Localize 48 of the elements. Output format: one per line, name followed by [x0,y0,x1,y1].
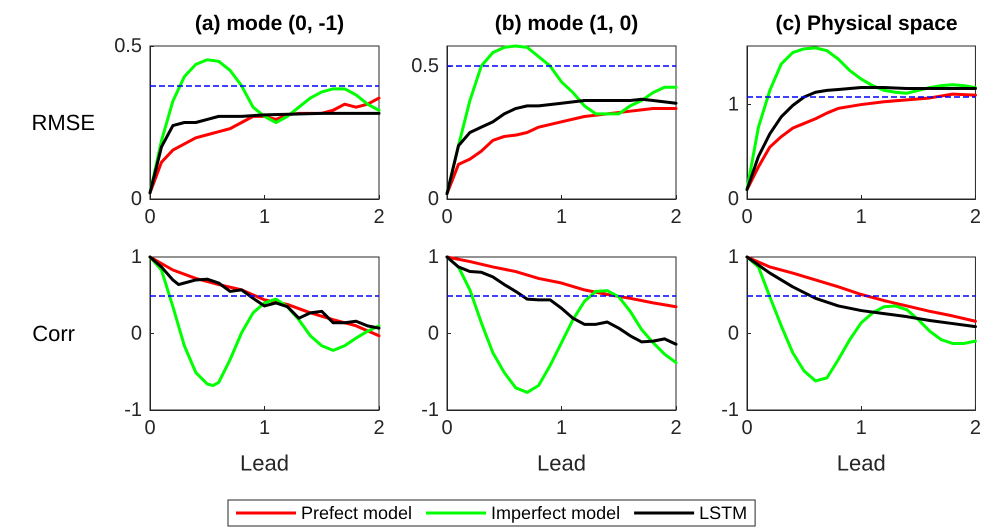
chart-title: (c) Physical space [775,12,958,35]
y-tick-label: -1 [421,399,439,421]
line-series [446,256,678,308]
x-tick-label: 2 [670,206,682,228]
line-series [746,256,977,382]
y-tick-label: 0 [130,322,142,344]
x-tick-label: 0 [144,206,156,228]
x-tick-label: 2 [373,206,385,228]
x-tick-label: 0 [741,206,753,228]
chart-title: (a) mode (0, -1) [194,12,344,35]
x-tick-label: 0 [741,417,753,439]
legend-label: Imperfect model [491,503,620,523]
x-tick-label: 1 [556,206,568,228]
y-tick-label: 0 [428,322,439,344]
x-tick-label: 1 [258,206,270,228]
x-tick-label: 0 [441,206,453,228]
x-tick-label: 2 [970,417,981,439]
y-tick-label: -1 [721,399,739,421]
legend-label: Prefect model [301,503,412,523]
y-tick-label: -1 [124,399,142,421]
y-tick-label: 0 [728,322,739,344]
x-axis-title: Lead [836,450,886,476]
y-axis-title: Corr [32,321,75,346]
x-axis-title: Lead [240,450,289,476]
y-tick-label: 0 [130,188,142,210]
y-axis-title: RMSE [31,110,95,135]
x-tick-label: 2 [373,417,385,439]
x-axis-title: Lead [537,450,586,476]
line-series [148,112,380,194]
x-tick-label: 1 [856,417,867,439]
y-tick-label: 0 [428,188,439,210]
x-tick-label: 0 [144,417,156,439]
x-tick-label: 1 [856,206,867,228]
y-tick-label: 1 [728,246,739,268]
y-tick-label: 1 [428,246,439,268]
x-tick-label: 2 [970,206,981,228]
x-tick-label: 0 [441,417,453,439]
line-series [446,256,678,346]
chart-title: (b) mode (1, 0) [494,12,638,35]
x-tick-label: 2 [670,417,682,439]
y-tick-label: 1 [728,94,739,116]
x-tick-label: 1 [556,417,568,439]
y-tick-label: 1 [130,246,142,268]
legend-label: LSTM [699,503,748,523]
y-tick-label: 0.5 [114,35,142,57]
y-tick-label: 0 [728,188,739,210]
x-tick-label: 1 [258,417,270,439]
y-tick-label: 0.5 [411,54,439,77]
